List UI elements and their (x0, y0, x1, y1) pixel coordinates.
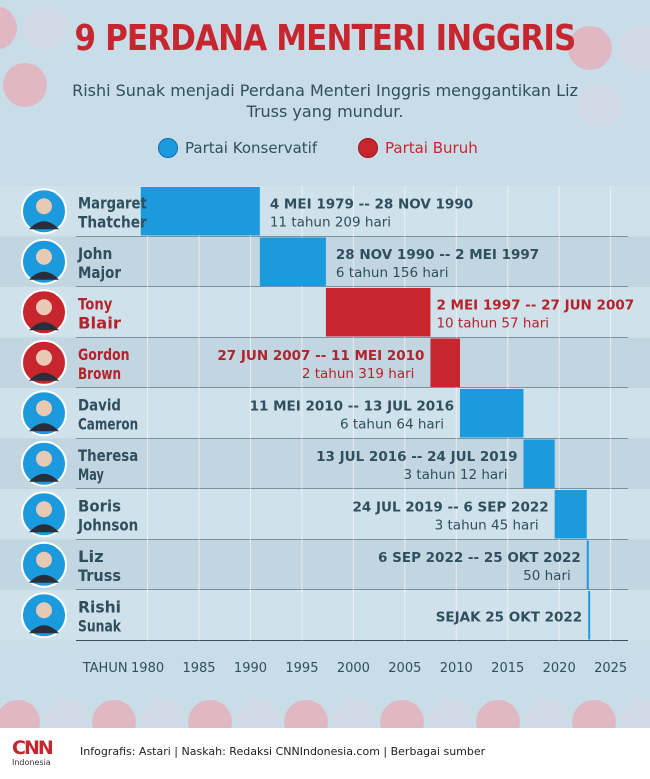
decorative-dot (568, 26, 612, 70)
period-label: 13 JUL 2016 -- 24 JUL 2019 (316, 449, 517, 465)
period-label: 11 MEI 2010 -- 13 JUL 2016 (250, 398, 454, 414)
x-tick-label: 2000 (337, 661, 370, 676)
duration-label: 3 tahun 45 hari (435, 517, 539, 533)
pm-name-line: Thatcher (78, 212, 147, 231)
bar-gordon-brown (430, 338, 460, 387)
bar-john-major (259, 237, 326, 286)
row-band (0, 489, 650, 540)
bar-theresa-may (523, 439, 555, 488)
legend-label-buruh: Partai Buruh (385, 139, 478, 157)
duration-label: 10 tahun 57 hari (436, 315, 549, 331)
avatar-portrait (21, 592, 67, 639)
avatar-portrait (21, 541, 67, 588)
period-label: SEJAK 25 OKT 2022 (436, 609, 582, 625)
cnn-indonesia-logo: CNN Indonesia (12, 738, 58, 770)
x-tick-label: 1985 (182, 661, 215, 676)
row-band (0, 590, 650, 641)
row-band (0, 388, 650, 439)
avatar-portrait (21, 188, 67, 235)
row-band (0, 539, 650, 590)
bar-david-cameron (459, 389, 524, 438)
x-tick-label: 2015 (491, 661, 524, 676)
credits: Infografis: Astari | Naskah: Redaksi CNN… (80, 745, 486, 758)
row-band (0, 287, 650, 338)
x-tick-label: 1990 (234, 661, 267, 676)
avatar-portrait (21, 390, 67, 437)
avatar-portrait (21, 491, 67, 538)
decorative-dot (3, 63, 47, 107)
avatar-portrait (21, 440, 67, 487)
avatar-portrait (21, 339, 67, 386)
pm-name-line: May (78, 465, 104, 484)
pm-name-line: Johnson (77, 515, 138, 534)
decorative-dot (0, 6, 17, 50)
logo-main: CNN (12, 737, 54, 759)
pm-name-line: Theresa (78, 446, 138, 465)
legend-swatch-buruh (358, 138, 378, 158)
bar-boris-johnson (554, 490, 587, 539)
pm-name-line: Gordon (78, 345, 130, 364)
period-label: 2 MEI 1997 -- 27 JUN 2007 (436, 297, 634, 313)
pm-name-line: Blair (78, 313, 121, 332)
legend-label-konservatif: Partai Konservatif (185, 139, 318, 157)
x-tick-label: 2025 (594, 661, 627, 676)
pm-name-line: Boris (78, 496, 121, 515)
period-label: 27 JUN 2007 -- 11 MEI 2010 (217, 348, 424, 364)
pm-name-line: Margaret (78, 193, 147, 212)
duration-label: 6 tahun 64 hari (340, 416, 444, 432)
subtitle: Rishi Sunak menjadi Perdana Menteri Ingg… (72, 81, 578, 121)
decorative-dot (578, 83, 622, 127)
bar-liz-truss (586, 540, 589, 589)
period-label: 24 JUL 2019 -- 6 SEP 2022 (352, 499, 548, 515)
pm-name-line: Brown (78, 364, 121, 383)
duration-label: 2 tahun 319 hari (302, 366, 415, 382)
duration-label: 3 tahun 12 hari (403, 467, 507, 483)
pm-name-line: Rishi (78, 597, 121, 616)
legend-item-buruh: Partai Buruh (358, 137, 478, 159)
bar-tony-blair (325, 288, 431, 337)
duration-label: 11 tahun 209 hari (270, 214, 391, 230)
duration-label: 50 hari (523, 568, 571, 584)
period-label: 4 MEI 1979 -- 28 NOV 1990 (270, 196, 473, 212)
x-tick-label: 1995 (285, 661, 318, 676)
decorative-dot (23, 6, 67, 50)
legend-swatch-konservatif (158, 138, 178, 158)
avatar-portrait (21, 289, 67, 336)
period-label: 28 NOV 1990 -- 2 MEI 1997 (336, 247, 539, 263)
pm-name-line: Truss (78, 566, 121, 585)
pm-name-line: David (78, 395, 121, 414)
x-tick-label: 1980 (131, 661, 164, 676)
x-tick-label: 2010 (440, 661, 473, 676)
pm-name-line: John (77, 244, 112, 263)
duration-label: 6 tahun 156 hari (336, 265, 449, 281)
x-tick-label: 2020 (543, 661, 576, 676)
decorative-dot (618, 26, 650, 70)
x-axis-prefix: TAHUN (82, 661, 128, 676)
pm-name-line: Sunak (78, 616, 121, 635)
x-tick-label: 2005 (388, 661, 421, 676)
period-label: 6 SEP 2022 -- 25 OKT 2022 (378, 550, 581, 566)
page-title: 9 PERDANA MENTERI INGGRIS (74, 18, 576, 59)
legend-item-konservatif: Partai Konservatif (158, 137, 317, 159)
bar-rishi-sunak (588, 591, 591, 640)
pm-name-line: Major (78, 263, 121, 282)
footer: CNN Indonesia Infografis: Astari | Naska… (0, 728, 650, 779)
row-band (0, 337, 650, 388)
logo-sub: Indonesia (12, 758, 51, 767)
bar-margaret-thatcher (140, 187, 260, 236)
pm-name-line: Liz (78, 547, 104, 566)
pm-name-line: Cameron (78, 414, 138, 433)
avatar-portrait (21, 238, 67, 285)
pm-name-line: Tony (78, 294, 113, 313)
row-band (0, 186, 650, 237)
